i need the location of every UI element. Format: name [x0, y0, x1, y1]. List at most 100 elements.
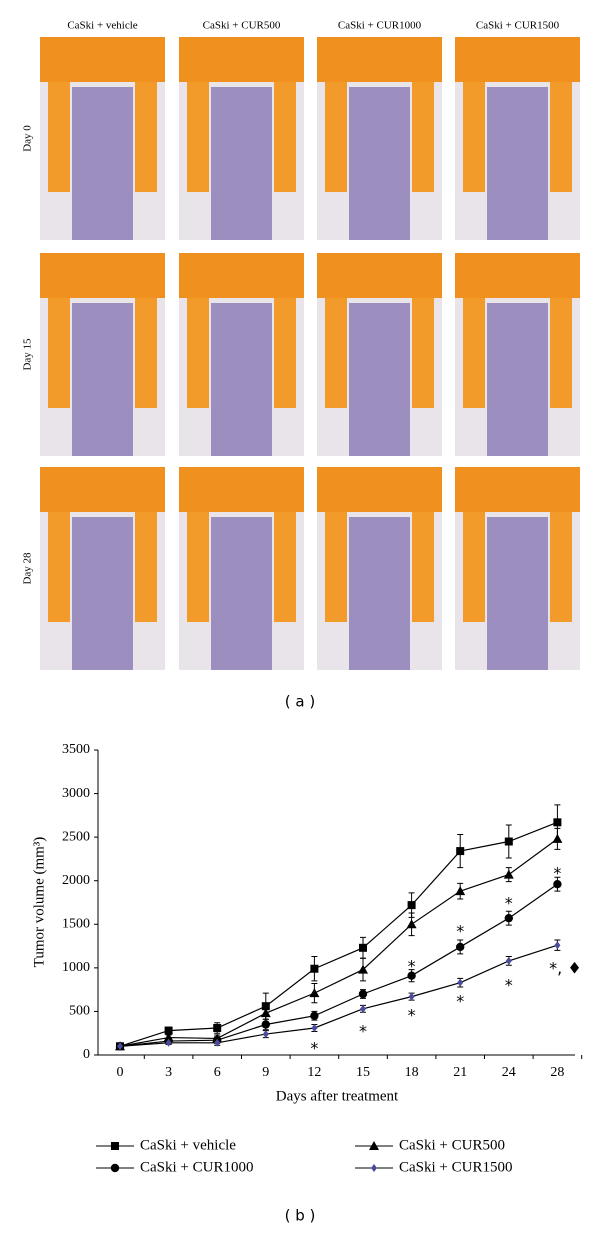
photo-subject [487, 517, 548, 670]
series-line [119, 883, 558, 1047]
annotation: * [553, 863, 561, 882]
photo-caliper [317, 37, 442, 82]
series-line [119, 944, 558, 1047]
photo-caliper [317, 467, 442, 512]
data-point [260, 1008, 271, 1018]
photo-caliper [550, 82, 572, 192]
row-label: Day 28 [22, 552, 34, 585]
data-point [214, 1038, 221, 1047]
data-point [505, 956, 512, 965]
photo-caliper [48, 512, 70, 622]
photo-caliper [412, 82, 434, 192]
panel-label: ( a ) [285, 693, 315, 711]
data-point [358, 989, 368, 999]
photo-caliper [179, 37, 304, 82]
photo-caliper [135, 512, 157, 622]
photo-subject [349, 303, 410, 456]
photo-caliper [455, 37, 580, 82]
photo-caliper [412, 298, 434, 408]
photo-caliper [325, 82, 347, 192]
x-tick-label: 0 [117, 1065, 124, 1080]
data-point [553, 880, 562, 889]
data-point [553, 818, 562, 827]
photo-caliper [179, 467, 304, 512]
photo-caliper [325, 298, 347, 408]
x-tick-label: 12 [307, 1065, 321, 1080]
photo-caliper [274, 298, 296, 408]
photo-caliper [179, 253, 304, 298]
data-point [213, 1023, 222, 1032]
y-axis-label: Tumor volume (mm³) [31, 837, 47, 968]
row-label: Day 0 [22, 125, 34, 152]
annotation: * [505, 975, 513, 994]
data-point [360, 1004, 366, 1013]
photo-subject [487, 303, 548, 456]
panel-label: ( b ) [285, 1207, 316, 1225]
x-tick-label: 21 [453, 1065, 467, 1080]
photo-subject [72, 303, 133, 456]
x-tick-label: 3 [165, 1065, 172, 1080]
photo-caliper [274, 82, 296, 192]
legend-marker [110, 1163, 120, 1173]
data-point [457, 978, 464, 987]
photo-caliper [187, 298, 209, 408]
photo-caliper [274, 512, 296, 622]
data-point [503, 869, 514, 879]
legend-label: CaSki + CUR1500 [399, 1159, 512, 1175]
annotation: *, ♦ [549, 958, 582, 977]
y-tick-label: 3000 [62, 786, 90, 801]
x-tick-label: 15 [356, 1065, 370, 1080]
x-tick-label: 18 [405, 1065, 419, 1080]
legend-label: CaSki + CUR1000 [140, 1159, 253, 1175]
legend-marker [371, 1164, 377, 1172]
data-point [406, 919, 417, 929]
data-point [261, 1020, 270, 1029]
column-label: CaSki + CUR500 [203, 20, 281, 32]
x-tick-label: 6 [214, 1065, 221, 1080]
annotation: * [505, 893, 513, 912]
data-point [408, 992, 415, 1001]
photo-subject [487, 87, 548, 240]
column-label: CaSki + vehicle [67, 20, 137, 32]
column-label: CaSki + CUR1500 [476, 20, 560, 32]
photo-caliper [40, 37, 165, 82]
photo-caliper [187, 512, 209, 622]
column-label: CaSki + CUR1000 [338, 20, 422, 32]
x-axis-label: Days after treatment [276, 1088, 399, 1104]
photo-subject [72, 517, 133, 670]
photo-subject [211, 87, 272, 240]
data-point [310, 1011, 319, 1020]
photo-subject [72, 87, 133, 240]
photo-subject [349, 517, 410, 670]
photo-caliper [48, 298, 70, 408]
annotation: * [408, 956, 416, 975]
photo-subject [349, 87, 410, 240]
photo-caliper [187, 82, 209, 192]
legend-label: CaSki + vehicle [140, 1137, 236, 1153]
row-label: Day 15 [22, 338, 34, 371]
y-tick-label: 0 [83, 1047, 90, 1062]
photo-caliper [455, 253, 580, 298]
annotation: * [408, 1005, 416, 1024]
series-line [119, 838, 558, 1047]
photo-caliper [550, 298, 572, 408]
photo-subject [211, 517, 272, 670]
data-point [262, 1030, 269, 1039]
data-point [504, 913, 513, 923]
y-tick-label: 2000 [62, 873, 90, 888]
annotation: * [456, 921, 464, 940]
photo-caliper [455, 467, 580, 512]
data-point [554, 941, 561, 950]
legend-marker [369, 1141, 379, 1150]
y-tick-label: 500 [69, 1004, 90, 1019]
x-tick-label: 28 [550, 1065, 564, 1080]
photo-caliper [463, 298, 485, 408]
data-point [117, 1042, 123, 1051]
data-point [407, 901, 416, 910]
data-point [456, 942, 465, 952]
series-line [119, 821, 558, 1047]
data-point [455, 886, 466, 896]
annotation: * [310, 1038, 318, 1057]
data-point [456, 847, 465, 856]
